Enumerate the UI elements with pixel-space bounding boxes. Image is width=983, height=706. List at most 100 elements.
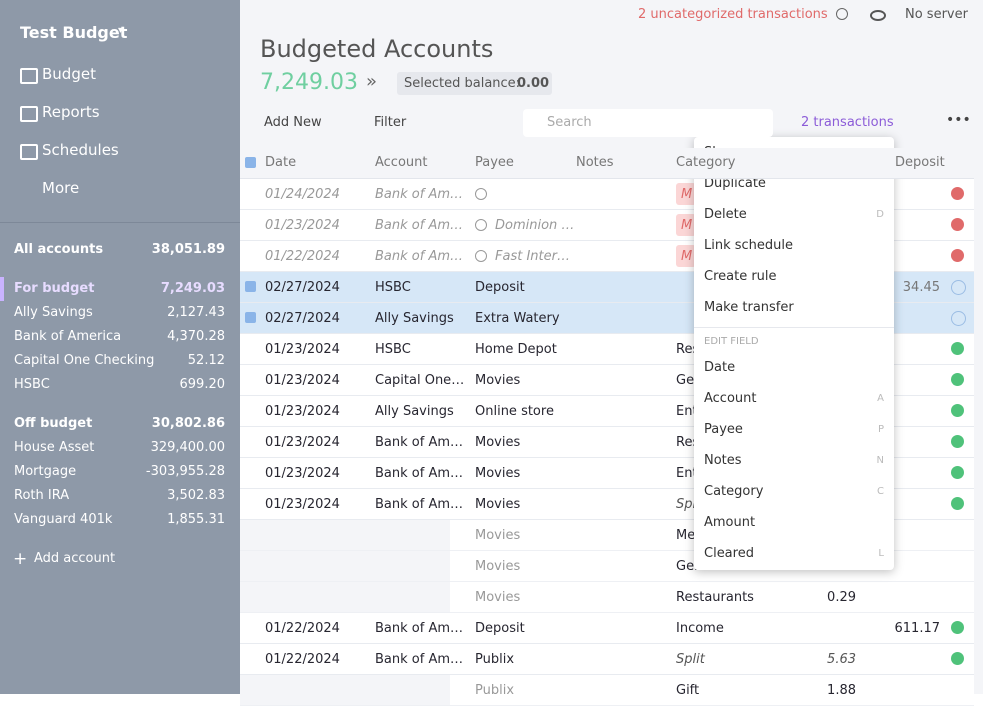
chevron: » <box>366 71 378 92</box>
payee: Movies <box>475 497 521 512</box>
account-name[interactable]: Ally Savings <box>14 305 93 320</box>
menu-item[interactable]: Date <box>704 360 736 375</box>
payee: Movies <box>475 559 521 574</box>
category: Split <box>676 652 705 667</box>
account-name[interactable]: All accounts <box>14 242 104 257</box>
menu-item[interactable]: Account <box>704 391 757 406</box>
account-name[interactable]: Off budget <box>14 416 93 431</box>
row[interactable]: Publix Gift 1.88 <box>240 675 974 706</box>
date: 01/23/2024 <box>265 466 340 481</box>
status-icon[interactable] <box>951 497 964 510</box>
menu-divider <box>694 327 894 328</box>
split-gap <box>240 582 450 612</box>
row[interactable]: 01/22/2024 Bank of America Deposit Income 61… <box>240 613 974 644</box>
payment: 1.88 <box>827 683 856 698</box>
nav-item[interactable]: Budget <box>42 65 96 83</box>
category: Income <box>676 621 724 636</box>
date: 01/23/2024 <box>265 435 340 450</box>
date: 01/23/2024 <box>265 342 340 357</box>
status-icon[interactable] <box>951 652 964 665</box>
menu-item[interactable]: Category <box>704 484 764 499</box>
nav-item[interactable]: Schedules <box>42 141 119 159</box>
column-header: Account <box>375 155 428 170</box>
account-name[interactable]: HSBC <box>14 377 50 392</box>
selected-balance-box <box>397 72 552 95</box>
account-name[interactable]: House Asset <box>14 440 95 455</box>
menu-section: EDIT FIELD <box>704 336 759 347</box>
account: Bank of America <box>375 249 465 264</box>
date: 01/24/2024 <box>265 187 340 202</box>
schedule-icon <box>475 219 487 231</box>
account: HSBC <box>375 280 411 295</box>
filter[interactable]: Filter <box>374 115 407 130</box>
menu-item[interactable]: Notes <box>704 453 742 468</box>
account: Bank of America <box>375 435 465 450</box>
payee: Publix <box>475 652 515 667</box>
menu-item[interactable]: Cleared <box>704 546 754 561</box>
menu-item[interactable]: Make transfer <box>704 300 794 315</box>
status-icon[interactable] <box>951 249 964 262</box>
nav-item[interactable]: More <box>42 179 80 197</box>
menu-item[interactable]: Amount <box>704 515 756 530</box>
uncategorized[interactable]: 2 uncategorized transactions <box>638 7 828 22</box>
account: Ally Savings <box>375 311 454 326</box>
column-header: Date <box>265 155 297 170</box>
status-icon[interactable] <box>951 342 964 355</box>
status-icon[interactable] <box>951 311 966 326</box>
eye-icon <box>870 10 886 21</box>
menu-item[interactable]: Payee <box>704 422 743 437</box>
payee: Online store <box>475 404 554 419</box>
status-icon[interactable] <box>951 621 964 634</box>
status-icon[interactable] <box>951 280 966 295</box>
account-balance: 30,802.86 <box>151 416 225 431</box>
more[interactable]: ••• <box>946 112 971 128</box>
row[interactable]: Movies Restaurants 0.29 <box>240 582 974 613</box>
menu-item[interactable]: Create rule <box>704 269 777 284</box>
menu-item[interactable]: Delete <box>704 207 747 222</box>
account-balance: -303,955.28 <box>145 464 225 479</box>
selection[interactable]: 2 transactions <box>801 115 894 130</box>
row[interactable]: 01/22/2024 Bank of America Publix Split 5.63 <box>240 644 974 675</box>
menu-item[interactable]: Link schedule <box>704 238 794 253</box>
column-header: Deposit <box>895 155 945 170</box>
status-icon[interactable] <box>951 218 964 231</box>
add-account[interactable]: Add account <box>34 551 116 566</box>
balance: 7,249.03 <box>260 70 358 95</box>
account-balance: 4,370.28 <box>167 329 225 344</box>
payee: Dominion Energy <box>495 218 575 233</box>
status-icon[interactable] <box>951 466 964 479</box>
account-name[interactable]: For budget <box>14 281 95 296</box>
deposit: 34.45 <box>902 280 940 295</box>
budget-name[interactable]: Test Budget <box>20 23 128 42</box>
account-name[interactable]: Mortgage <box>14 464 77 479</box>
account-name[interactable]: Capital One Checking <box>14 353 155 368</box>
category: Restaurants <box>676 590 754 605</box>
caret: ▾ <box>118 25 124 36</box>
header-checkbox <box>245 157 256 168</box>
account: Capital One Checking <box>375 373 465 388</box>
account-name[interactable]: Roth IRA <box>14 488 70 503</box>
payment: 5.63 <box>827 652 856 667</box>
status-icon[interactable] <box>951 373 964 386</box>
selected-value: 0.00 <box>517 76 550 91</box>
menu-item[interactable]: Duplicate <box>704 176 766 191</box>
status-icon[interactable] <box>951 404 964 417</box>
account: HSBC <box>375 342 411 357</box>
divider <box>0 222 240 223</box>
account: Bank of America <box>375 621 465 636</box>
nav-item[interactable]: Reports <box>42 103 100 121</box>
shortcut: N <box>876 455 884 466</box>
account-name[interactable]: Vanguard 401k <box>14 512 113 527</box>
account-name[interactable]: Bank of America <box>14 329 122 344</box>
shortcut: P <box>877 424 884 435</box>
status-icon[interactable] <box>951 435 964 448</box>
selected-bar <box>0 277 4 301</box>
deposit: 611.17 <box>894 621 941 636</box>
search-box[interactable] <box>523 109 773 137</box>
server[interactable]: No server <box>905 7 968 22</box>
account: Bank of America <box>375 497 465 512</box>
shortcut: D <box>876 209 884 220</box>
add-new[interactable]: Add New <box>264 115 322 130</box>
status-icon[interactable] <box>951 187 964 200</box>
date: 01/22/2024 <box>265 652 340 667</box>
